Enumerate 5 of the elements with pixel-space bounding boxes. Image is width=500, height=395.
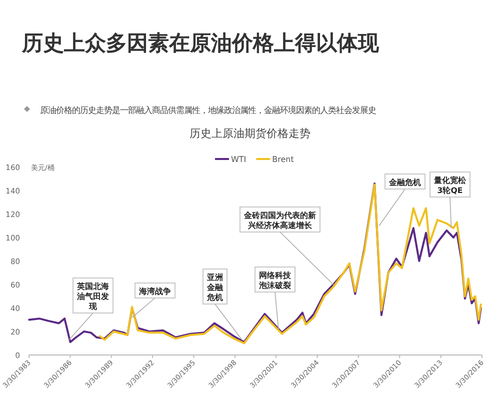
chart-title: 历史上众多因素在原油价格上得以体现 xyxy=(21,31,380,55)
chart-subtitle: 原油价格的历史走势是一部融入商品供需属性，地缘政治属性，金融环境因素的人类社会发展史 xyxy=(40,105,376,115)
legend-label: Brent xyxy=(272,155,294,164)
legend-label: WTI xyxy=(231,155,246,164)
text: 历史上原油期货价格走势 xyxy=(190,127,310,140)
